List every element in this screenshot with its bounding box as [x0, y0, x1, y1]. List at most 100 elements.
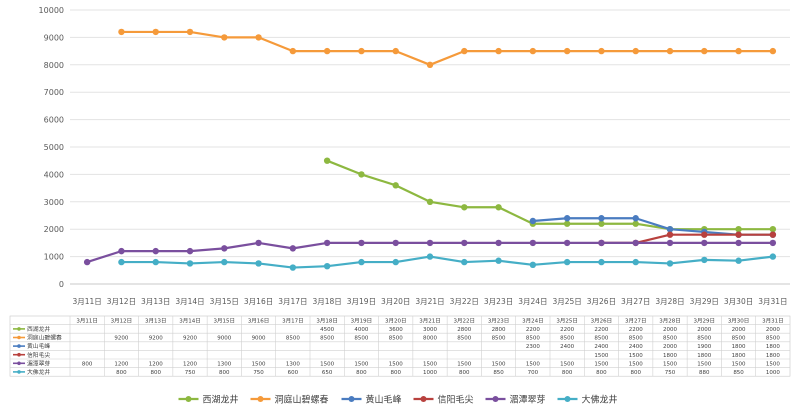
table-legend-key	[17, 370, 21, 374]
legend-label: 黄山毛峰	[366, 394, 402, 406]
table-cell: 8500	[629, 336, 643, 342]
table-header-cell: 3月13日	[145, 317, 167, 324]
x-tick-label: 3月18日	[312, 297, 341, 306]
data-point	[632, 47, 639, 55]
table-cell: 8500	[697, 336, 711, 342]
table-cell: 880	[699, 370, 710, 376]
data-point	[701, 256, 708, 264]
data-point	[701, 231, 708, 238]
table-series-name: 信阳毛尖	[27, 351, 50, 359]
data-point	[495, 204, 502, 211]
table-cell: 1500	[594, 361, 608, 367]
table-cell: 1500	[492, 361, 506, 367]
table-cell: 1500	[354, 361, 368, 367]
table-cell: 8500	[663, 336, 677, 342]
table-cell: 9200	[183, 336, 197, 342]
x-tick-label: 3月14日	[175, 297, 204, 306]
x-tick-label: 3月12日	[107, 297, 136, 306]
table-cell: 2800	[492, 327, 506, 333]
data-point	[426, 61, 434, 68]
data-point	[323, 239, 331, 247]
data-point	[118, 28, 125, 36]
table-cell: 1800	[732, 353, 746, 359]
data-point	[701, 239, 708, 247]
data-point	[83, 258, 91, 266]
table-legend-key	[17, 352, 21, 357]
series-line	[121, 30, 773, 66]
table-cell: 1500	[457, 361, 471, 367]
data-point	[152, 28, 159, 36]
data-point	[563, 258, 571, 266]
x-tick-label: 3月13日	[141, 297, 170, 306]
series-4	[83, 239, 777, 266]
table-header-cell: 3月11日	[76, 317, 98, 324]
data-point	[255, 260, 262, 267]
data-point	[495, 239, 502, 247]
y-tick-label: 10000	[39, 6, 64, 15]
table-cell: 8500	[286, 336, 300, 342]
table-cell: 2400	[629, 344, 643, 350]
table-cell: 800	[356, 370, 367, 376]
table-cell: 1500	[629, 361, 643, 367]
table-cell: 3000	[423, 327, 437, 333]
data-point	[461, 239, 468, 247]
data-point	[666, 239, 674, 247]
table-cell: 1500	[594, 353, 608, 359]
x-tick-label: 3月21日	[415, 297, 444, 306]
table-cell: 8500	[354, 336, 368, 342]
table-cell: 800	[596, 370, 607, 376]
data-point	[666, 231, 674, 238]
series-lines	[83, 28, 777, 271]
data-point	[392, 182, 399, 189]
data-point	[461, 258, 468, 266]
data-point	[529, 261, 537, 269]
data-point	[221, 34, 228, 41]
y-tick-label: 2000	[44, 225, 64, 234]
x-tick-label: 3月19日	[347, 297, 376, 306]
table-cell: 1500	[252, 361, 266, 367]
table-cell: 1500	[663, 361, 677, 367]
table-cell: 1900	[697, 344, 711, 350]
y-tick-label: 7000	[44, 88, 64, 97]
data-point	[118, 258, 125, 266]
table-cell: 8500	[389, 336, 403, 342]
legend-label: 信阳毛尖	[438, 394, 474, 406]
data-point	[666, 226, 674, 233]
table-cell: 1500	[526, 361, 540, 367]
x-tick-label: 3月15日	[210, 297, 239, 306]
table-cell: 1500	[629, 353, 643, 359]
table-cell: 2800	[457, 327, 471, 333]
table-cell: 8500	[766, 336, 780, 342]
table-cell: 1300	[217, 361, 231, 367]
table-header-cell: 3月30日	[728, 317, 750, 324]
table-header-cell: 3月19日	[351, 317, 373, 324]
table-cell: 750	[253, 370, 264, 376]
data-point	[426, 239, 434, 247]
data-point	[632, 215, 639, 222]
table-series-name: 湄潭翠芽	[27, 359, 50, 367]
data-point	[186, 247, 194, 255]
table-cell: 8500	[492, 336, 506, 342]
data-point	[735, 226, 742, 233]
data-point	[323, 262, 331, 270]
data-point	[598, 239, 605, 247]
table-header-cell: 3月31日	[762, 317, 784, 324]
data-point	[358, 258, 365, 266]
table-header-cell: 3月14日	[179, 317, 201, 324]
x-tick-label: 3月20日	[381, 297, 410, 306]
legend-marker	[257, 396, 264, 402]
legend-item: 信阳毛尖	[413, 394, 474, 406]
table-header-cell: 3月23日	[488, 317, 510, 324]
data-point	[495, 257, 502, 264]
data-point	[632, 239, 639, 247]
data-point	[529, 47, 537, 55]
table-cell: 1200	[183, 361, 197, 367]
y-tick-label: 6000	[44, 116, 64, 125]
data-point	[769, 231, 777, 238]
table-series-name: 洞庭山碧螺春	[27, 334, 62, 342]
data-point	[495, 47, 502, 55]
table-header-cell: 3月26日	[591, 317, 613, 324]
table-cell: 600	[288, 370, 299, 376]
table-cell: 1000	[766, 370, 780, 376]
